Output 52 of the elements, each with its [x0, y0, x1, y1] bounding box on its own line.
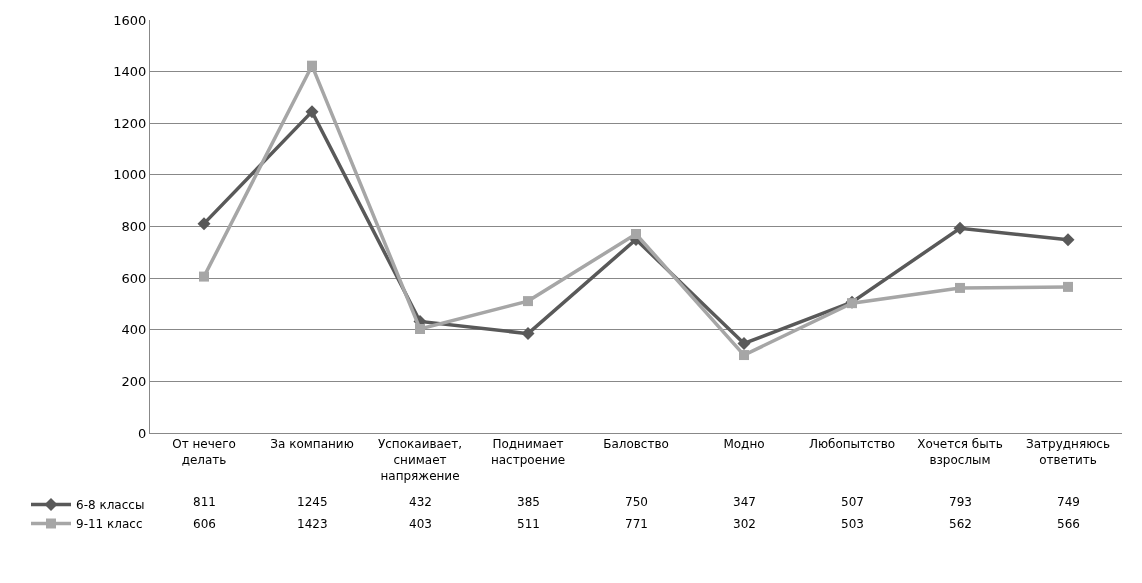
point [1061, 233, 1075, 247]
data-label: 385 [517, 495, 540, 509]
data-label: 503 [841, 517, 864, 531]
y-tick-label: 1000 [113, 167, 147, 183]
legend-label: 9-11 класс [76, 517, 143, 532]
point [523, 296, 533, 307]
point [307, 60, 317, 71]
point [1063, 281, 1073, 292]
y-tick-label: 400 [121, 322, 147, 338]
y-tick-label: 1200 [113, 115, 147, 131]
legend-label: 6-8 классы [76, 498, 145, 513]
data-label: 432 [409, 495, 432, 509]
point [737, 336, 751, 350]
x-tick-label: От нечего делать [172, 437, 236, 467]
data-label: 403 [409, 517, 432, 531]
data-label: 562 [949, 517, 972, 531]
data-label: 793 [949, 495, 972, 509]
x-tick-label: Хочется быть взрослым [917, 437, 1003, 467]
y-tick-label: 1400 [113, 64, 147, 80]
point [739, 350, 749, 361]
x-tick-label: Баловство [603, 437, 669, 452]
x-tick-label: Любопытство [808, 437, 896, 452]
data-label: 749 [1057, 495, 1080, 509]
x-tick-label: Поднимает настроение [490, 437, 566, 467]
point [521, 327, 535, 341]
point [305, 105, 319, 119]
x-tick-label: Модно [723, 437, 765, 452]
data-label: 811 [193, 495, 216, 509]
y-tick-label: 200 [121, 373, 147, 389]
x-tick-label: Успокаивает, снимает напряжение [377, 437, 463, 483]
data-label: 1245 [297, 495, 328, 509]
data-label: 347 [733, 495, 756, 509]
data-label: 302 [733, 517, 756, 531]
data-label: 566 [1057, 517, 1080, 531]
point [197, 217, 211, 231]
point [631, 228, 641, 239]
point [415, 323, 425, 334]
data-label: 1423 [297, 517, 328, 531]
point [953, 221, 967, 235]
data-label: 511 [517, 517, 540, 531]
point [199, 271, 209, 282]
y-tick-label: 1600 [113, 12, 147, 28]
y-tick-label: 800 [121, 219, 147, 235]
x-tick-label: Затрудняюсь ответить [1026, 437, 1110, 467]
data-label: 507 [841, 495, 864, 509]
y-tick-label: 0 [138, 425, 147, 441]
point [955, 282, 965, 293]
data-label: 771 [625, 517, 648, 531]
data-label: 606 [193, 517, 216, 531]
y-tick-label: 600 [121, 270, 147, 286]
data-label: 750 [625, 495, 648, 509]
x-tick-label: За компанию [270, 437, 354, 452]
